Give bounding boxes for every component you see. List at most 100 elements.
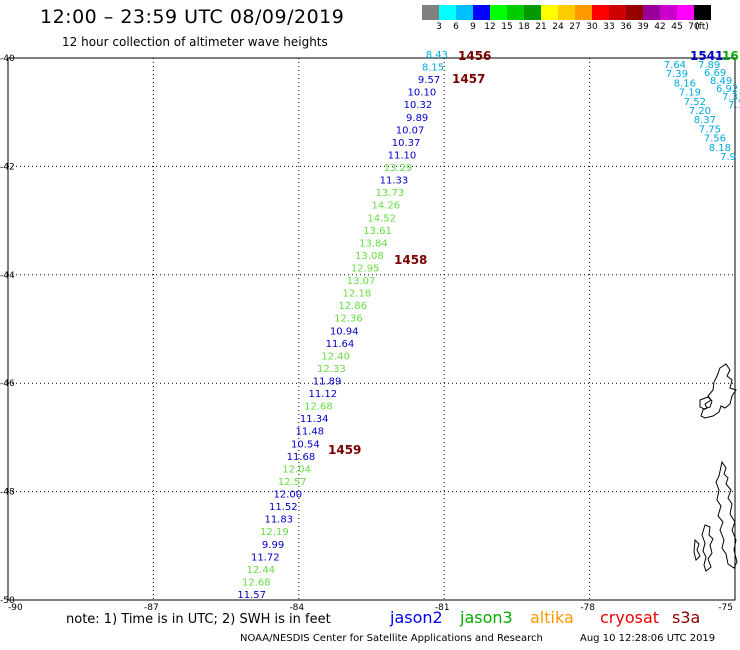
wave-height-value: 12.04: [282, 464, 311, 475]
legend-entry-jason3: jason3: [460, 608, 513, 627]
wave-height-value: 8.15: [422, 63, 444, 74]
wave-height-value: 12.44: [246, 565, 275, 576]
time-mark: 1458: [394, 253, 427, 267]
credit-line: NOAA/NESDIS Center for Satellite Applica…: [240, 633, 543, 644]
color-scale-label: 3: [436, 22, 442, 32]
wave-height-value: 10.94: [330, 326, 359, 337]
color-swatch: [660, 5, 677, 20]
northeast-track-values: 7.647.398.167.197.527.208.377.757.568.18…: [664, 49, 740, 163]
wave-height-value: 10.07: [396, 125, 425, 136]
color-swatch: [456, 5, 473, 20]
color-swatch: [575, 5, 592, 20]
color-scale-label: 39: [637, 22, 649, 32]
coastline: [693, 363, 738, 572]
y-tick-label: -42: [0, 162, 15, 172]
color-swatch: [643, 5, 660, 20]
wave-height-value: 12.86: [338, 301, 367, 312]
wave-height-value: 7.19: [679, 88, 701, 99]
color-scale-label: 70: [688, 22, 700, 32]
color-swatch: [439, 5, 456, 20]
wave-height-value: 12.33: [317, 364, 346, 375]
y-tick-label: -48: [0, 488, 15, 498]
wave-height-value: 7.70: [728, 100, 740, 111]
color-swatch: [609, 5, 626, 20]
wave-height-value: 8.18: [709, 143, 731, 154]
longitude-tick-labels: -90 -87 -84 -81 -78 -75: [8, 603, 733, 610]
wave-height-value: 7.39: [666, 69, 688, 80]
wave-height-value: 7.64: [664, 60, 686, 71]
wave-height-value: 10.10: [408, 88, 437, 99]
wave-height-value: 9.89: [406, 113, 428, 124]
color-scale-label: 6: [453, 22, 459, 32]
wave-height-value: 11.52: [269, 502, 298, 513]
time-mark: 1459: [328, 443, 361, 457]
wave-height-value: 12.36: [334, 314, 363, 325]
x-tick-label: -90: [8, 603, 23, 610]
wave-height-value: 7.20: [689, 106, 711, 117]
wave-height-value: 7.89: [698, 60, 720, 71]
time-mark: 1457: [452, 72, 485, 86]
color-scale-label: (ft): [695, 22, 709, 32]
wave-height-value: 13.73: [376, 188, 405, 199]
wave-height-value: 11.33: [380, 176, 409, 187]
wave-height-value: 11.57: [237, 590, 266, 601]
color-scale-label: 45: [671, 22, 683, 32]
wave-height-value: 12.57: [278, 477, 307, 488]
wave-height-value: 13.61: [363, 226, 392, 237]
color-scale-label: 30: [586, 22, 598, 32]
legend-entry-altika: altika: [530, 608, 574, 627]
wave-height-value: 14.26: [371, 201, 400, 212]
y-tick-label: -44: [0, 271, 15, 281]
color-scale-bar: [422, 5, 711, 20]
color-scale-label: 24: [552, 22, 564, 32]
color-swatch: [558, 5, 575, 20]
x-tick-label: -78: [580, 603, 595, 610]
x-tick-label: -87: [144, 603, 159, 610]
wave-height-value: 10.37: [392, 138, 421, 149]
color-scale-label: 9: [470, 22, 476, 32]
color-swatch: [592, 5, 609, 20]
y-tick-label: -40: [0, 54, 15, 64]
wave-height-value: 13.84: [359, 238, 388, 249]
color-scale-label: 27: [569, 22, 581, 32]
wave-height-value: 11.72: [251, 552, 280, 563]
wave-height-value: 12.68: [242, 577, 271, 588]
wave-height-value: 11.10: [388, 151, 417, 162]
color-scale-label: 18: [518, 22, 530, 32]
wave-height-value: 9.57: [418, 75, 440, 86]
legend-entry-cryosat: cryosat: [600, 608, 660, 627]
page-subtitle: 12 hour collection of altimeter wave hei…: [62, 35, 328, 49]
wave-height-value: 11.83: [264, 515, 293, 526]
wave-height-value: 8.43: [426, 50, 448, 61]
wave-height-value: 8.49: [710, 76, 732, 87]
wave-height-value: 11.89: [313, 377, 342, 388]
color-swatch: [677, 5, 694, 20]
wave-height-value: 11.64: [326, 339, 355, 350]
x-tick-label: -81: [435, 603, 450, 610]
wave-height-value: 13.07: [347, 276, 376, 287]
generated-timestamp: Aug 10 12:28:06 UTC 2019: [580, 633, 716, 644]
legend-entry-jason2: jason2: [390, 608, 443, 627]
wave-height-value: 7.56: [704, 134, 726, 145]
wave-height-map: -90 -87 -84 -81 -78 -75 -40 -42 -44 -46 -48 -50 8.…: [0, 49, 740, 610]
color-swatch: [507, 5, 524, 20]
wave-height-value: 12.68: [304, 402, 333, 413]
x-tick-label: -75: [718, 603, 733, 610]
color-scale-label: 12: [484, 22, 496, 32]
track-time-marks: 1456 1457 1458 1459: [328, 49, 491, 457]
wave-height-value: 12.18: [343, 289, 372, 300]
x-tick-label: -84: [289, 603, 304, 610]
wave-height-value: 11.12: [308, 389, 337, 400]
wave-height-value: 8.37: [694, 115, 716, 126]
color-swatch: [694, 5, 711, 20]
latitude-tick-labels: -40 -42 -44 -46 -48 -50: [0, 54, 15, 606]
wave-height-value: 12.95: [351, 264, 380, 275]
time-mark: 1541: [690, 49, 723, 63]
color-swatch: [473, 5, 490, 20]
color-swatch: [541, 5, 558, 20]
wave-height-value: 13.29: [384, 163, 413, 174]
wave-height-value: 7.33: [722, 92, 740, 103]
time-mark: 1456: [458, 49, 491, 63]
wave-height-value: 10.54: [291, 439, 320, 450]
